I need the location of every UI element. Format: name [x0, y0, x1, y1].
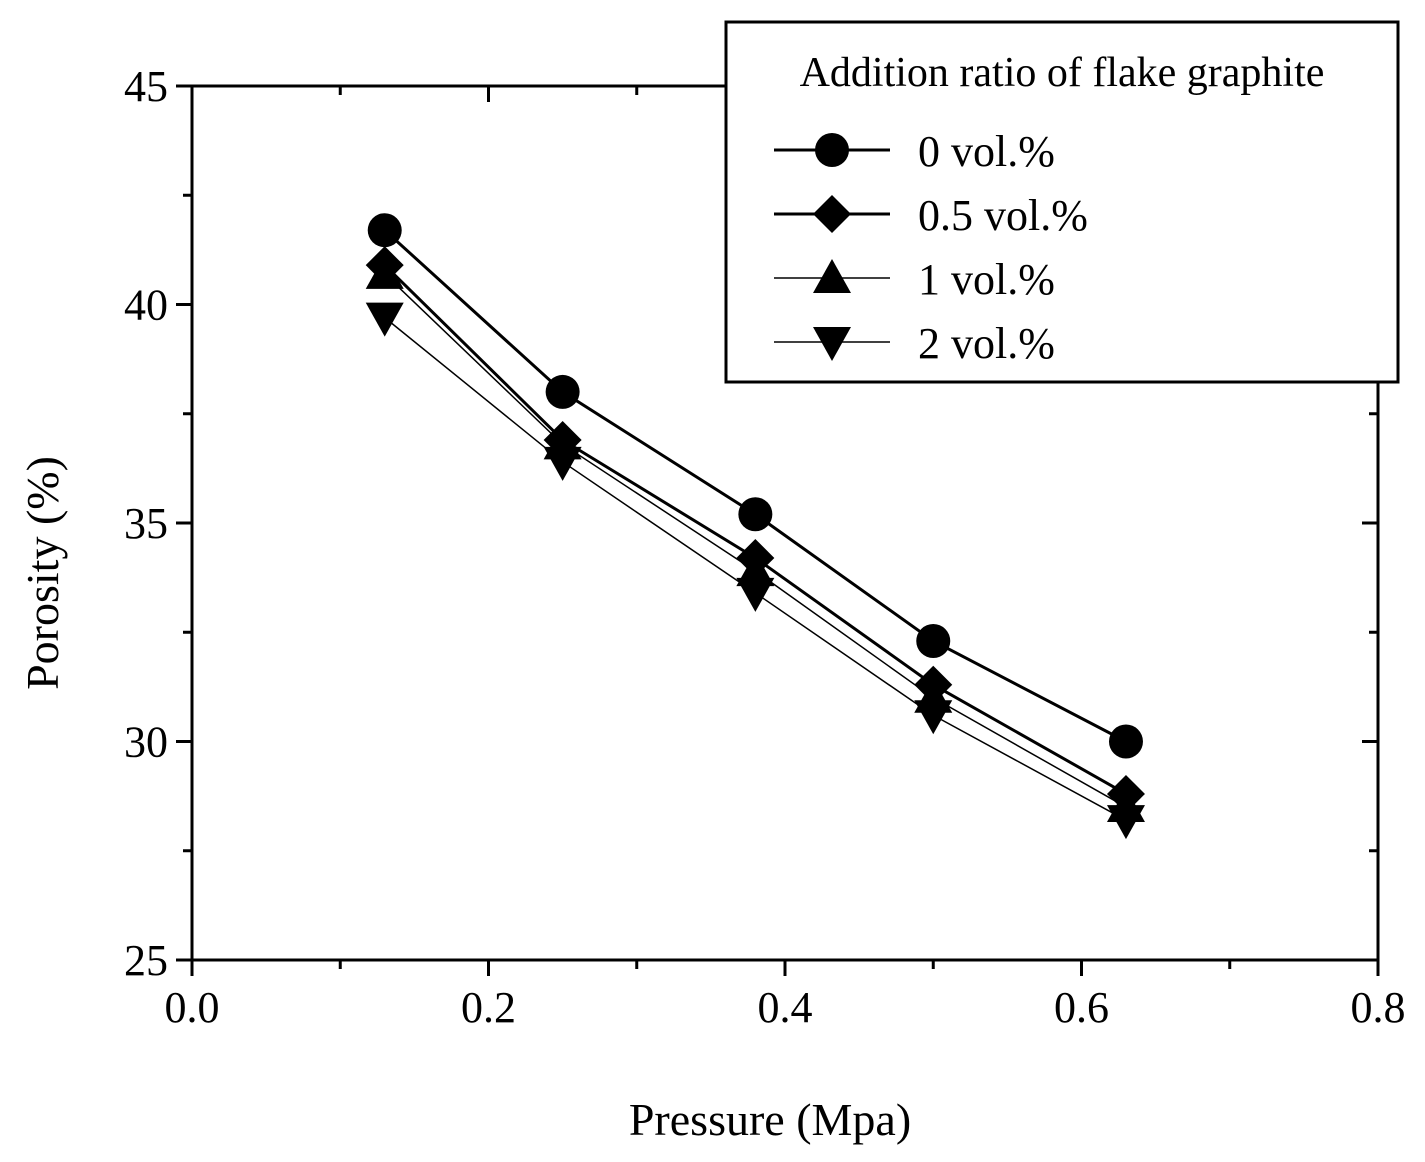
y-axis-label: Porosity (%) [17, 456, 68, 690]
y-tick-label: 45 [124, 62, 168, 111]
data-point-series-2 [365, 254, 404, 289]
data-point-series-3 [543, 446, 582, 481]
legend-marker-1 [813, 195, 851, 233]
x-axis-label: Pressure (Mpa) [629, 1094, 911, 1145]
data-point-series-3 [914, 700, 953, 735]
data-point-series-0 [545, 374, 580, 409]
y-tick-label: 40 [124, 281, 168, 330]
y-tick-label: 30 [124, 718, 168, 767]
data-point-series-3 [365, 302, 404, 337]
data-point-series-3 [1106, 805, 1145, 840]
legend-label: 1 vol.% [918, 255, 1055, 304]
data-point-series-2 [736, 552, 775, 587]
legend-label: 2 vol.% [918, 319, 1055, 368]
data-point-series-0 [916, 623, 951, 658]
x-tick-label: 0.6 [1054, 983, 1109, 1032]
y-tick-label: 25 [124, 936, 168, 985]
legend-marker-2 [813, 259, 851, 293]
legend: Addition ratio of flake graphite 0 vol.% 0… [724, 20, 1400, 384]
legend-marker-0 [815, 133, 849, 167]
legend-marker-3 [813, 327, 851, 361]
legend-label: 0 vol.% [918, 127, 1055, 176]
data-point-series-3 [736, 577, 775, 612]
x-tick-label: 0.8 [1351, 983, 1406, 1032]
legend-title: Addition ratio of flake graphite [800, 50, 1325, 96]
x-tick-label: 0.2 [461, 983, 516, 1032]
data-point-series-0 [1108, 724, 1143, 759]
x-tick-label: 0.0 [165, 983, 220, 1032]
data-point-series-0 [738, 497, 773, 532]
x-tick-label: 0.4 [758, 983, 813, 1032]
y-tick-label: 35 [124, 499, 168, 548]
plot-layer: 0.0 0.2 0.4 0.6 0.8 25 30 35 40 45 Pressure (Mpa) P… [17, 62, 1406, 1145]
legend-label: 0.5 vol.% [918, 191, 1088, 240]
data-point-series-0 [367, 213, 402, 248]
